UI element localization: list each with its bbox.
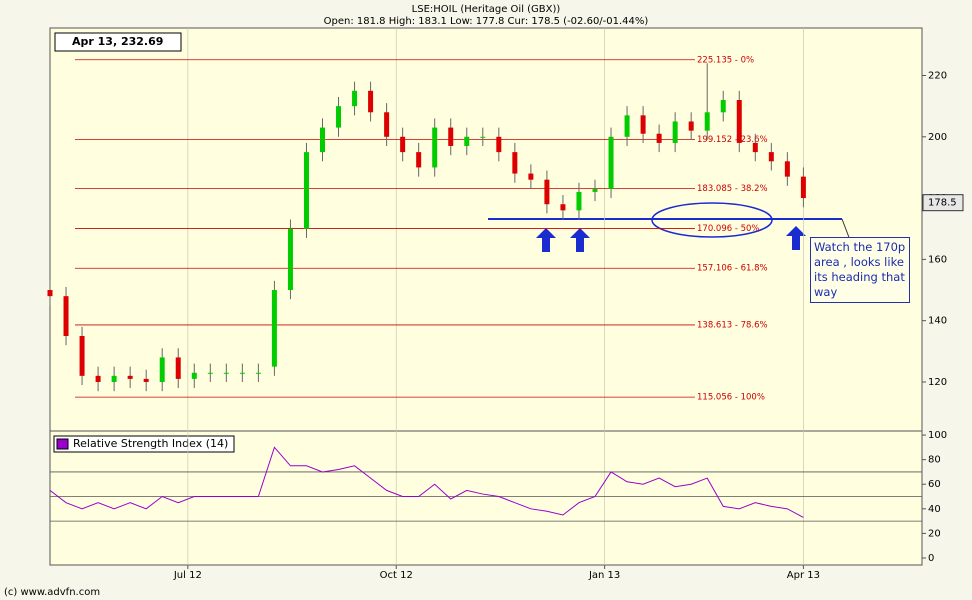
candle-body (287, 228, 293, 291)
y-tick-label: 20 (928, 528, 941, 539)
candle-body (336, 106, 342, 128)
date-box (54, 32, 182, 52)
candle-body (303, 152, 309, 229)
candle-body (207, 372, 213, 374)
candle-body (191, 372, 197, 379)
rsi-line (49, 446, 804, 518)
candle-body (175, 357, 181, 379)
fib-label: 170.096 - 50% (697, 224, 760, 234)
fib-label: 115.056 - 100% (697, 393, 765, 403)
rsi-legend-box (53, 435, 235, 453)
candle-body (271, 290, 277, 367)
quote-line: Open: 181.8 High: 183.1 Low: 177.8 Cur: … (324, 16, 649, 27)
candle-body (800, 176, 806, 199)
candle-body (143, 378, 149, 382)
y-tick-label: 60 (928, 479, 941, 490)
candle-body (47, 290, 53, 297)
candle-body (784, 161, 790, 177)
candle-body (608, 136, 614, 189)
candle-body (95, 375, 101, 382)
y-tick-label: 80 (928, 455, 941, 466)
chart-title: LSE:HOIL (Heritage Oil (GBX)) (412, 4, 561, 15)
candle-body (592, 188, 598, 192)
candle-body (752, 142, 758, 153)
rsi-legend-swatch (56, 438, 69, 450)
candle-body (544, 179, 550, 205)
candle-body (223, 372, 229, 374)
candle-body (432, 127, 438, 168)
candle-body (720, 100, 726, 113)
candle-body (480, 136, 486, 138)
plot-area (49, 27, 923, 566)
candle-body (496, 136, 502, 153)
y-tick-label: 100 (928, 430, 947, 441)
highlight-ellipse (651, 202, 773, 238)
candle-body (368, 90, 374, 113)
candle-body (672, 121, 678, 143)
y-tick-label: 0 (928, 553, 934, 564)
candle-body (63, 296, 69, 336)
annotation: Watch the 170p area , looks like its hea… (810, 237, 910, 303)
candle-body (688, 121, 694, 131)
fib-label: 225.135 - 0% (697, 55, 754, 65)
x-tick-label: Oct 12 (380, 570, 413, 581)
candle-body (704, 112, 710, 131)
y-tick-label: 200 (928, 132, 947, 143)
arrow (570, 228, 590, 252)
fib-label: 157.106 - 61.8% (697, 264, 768, 274)
arrow (536, 228, 556, 252)
y-tick-label: 160 (928, 254, 947, 265)
candle-body (384, 112, 390, 137)
candle-body (239, 372, 245, 374)
candle-body (464, 136, 470, 146)
date-box-text: Apr 13, 232.69 (72, 35, 163, 48)
candle-body (512, 152, 518, 174)
candle-body (159, 357, 165, 382)
candle-body (656, 133, 662, 143)
annotation-shapes (488, 202, 851, 252)
candle-body (768, 152, 774, 162)
x-tick-label: Apr 13 (787, 570, 820, 581)
candle-body (640, 115, 646, 134)
candle-body (736, 100, 742, 143)
candle-body (352, 90, 358, 107)
y-tick-label: 40 (928, 504, 941, 515)
candle-body (255, 372, 261, 374)
y-tick-label: 140 (928, 316, 947, 327)
arrow (786, 226, 806, 250)
fib-label: 138.613 - 78.6% (697, 320, 768, 330)
candle-body (127, 375, 133, 379)
rsi-legend-text: Relative Strength Index (14) (73, 437, 228, 450)
price-tag-box (922, 194, 964, 212)
callout-line (841, 218, 851, 241)
candle-body (320, 127, 325, 153)
candle-body (624, 115, 630, 137)
candle-body (576, 191, 582, 211)
candle-body (400, 136, 406, 153)
candle-body (79, 335, 85, 376)
candle-body (528, 173, 534, 180)
candle-body (448, 127, 454, 146)
x-tick-label: Jan 13 (588, 570, 620, 581)
candle-body (111, 375, 117, 382)
candle-body (416, 152, 422, 168)
fib-label: 183.085 - 38.2% (697, 184, 768, 194)
candle-body (560, 204, 566, 211)
y-tick-label: 120 (928, 377, 947, 388)
footer: (c) www.advfn.com (4, 587, 100, 598)
y-tick-label: 220 (928, 71, 947, 82)
price-tag: 178.5 (928, 198, 957, 209)
x-tick-label: Jul 12 (173, 570, 202, 581)
fib-label: 199.152 - 23.6% (697, 135, 768, 145)
